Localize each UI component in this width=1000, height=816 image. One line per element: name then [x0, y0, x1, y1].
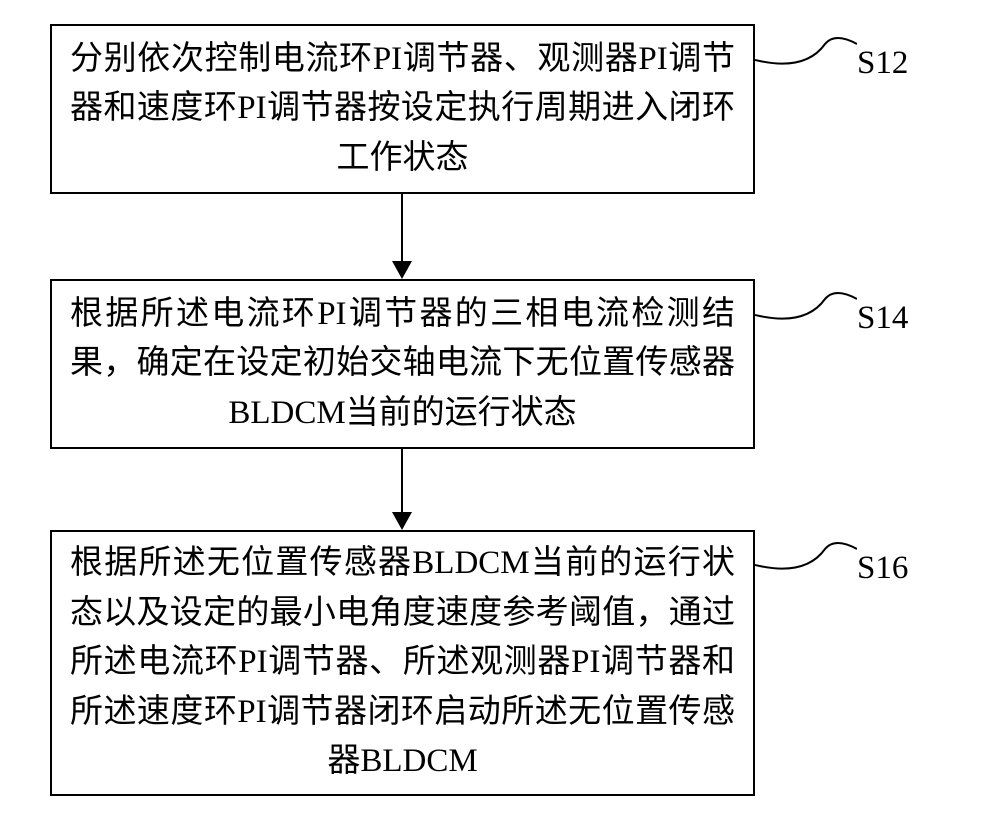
arrow: [401, 449, 403, 512]
step-label-s12: S12: [857, 45, 908, 82]
node-text: 分别依次控制电流环PI调节器、观测器PI调节器和速度环PI调节器按设定执行周期进…: [70, 35, 735, 184]
label-connector: [755, 32, 857, 72]
flowchart-node-s14: 根据所述电流环PI调节器的三相电流检测结果，确定在设定初始交轴电流下无位置传感器…: [50, 279, 755, 449]
flowchart-node-s12: 分别依次控制电流环PI调节器、观测器PI调节器和速度环PI调节器按设定执行周期进…: [50, 24, 755, 194]
step-label-s14: S14: [857, 300, 908, 337]
node-text: 根据所述电流环PI调节器的三相电流检测结果，确定在设定初始交轴电流下无位置传感器…: [70, 290, 735, 439]
flowchart-node-s16: 根据所述无位置传感器BLDCM当前的运行状态以及设定的最小电角度速度参考阈值，通…: [50, 530, 755, 796]
flowchart-canvas: 分别依次控制电流环PI调节器、观测器PI调节器和速度环PI调节器按设定执行周期进…: [0, 0, 1000, 816]
node-text: 根据所述无位置传感器BLDCM当前的运行状态以及设定的最小电角度速度参考阈值，通…: [70, 539, 735, 787]
label-connector: [755, 537, 857, 577]
label-connector: [755, 287, 857, 327]
arrow: [401, 194, 403, 261]
arrow-head-icon: [392, 261, 412, 279]
step-label-s16: S16: [857, 550, 908, 587]
arrow-head-icon: [392, 512, 412, 530]
